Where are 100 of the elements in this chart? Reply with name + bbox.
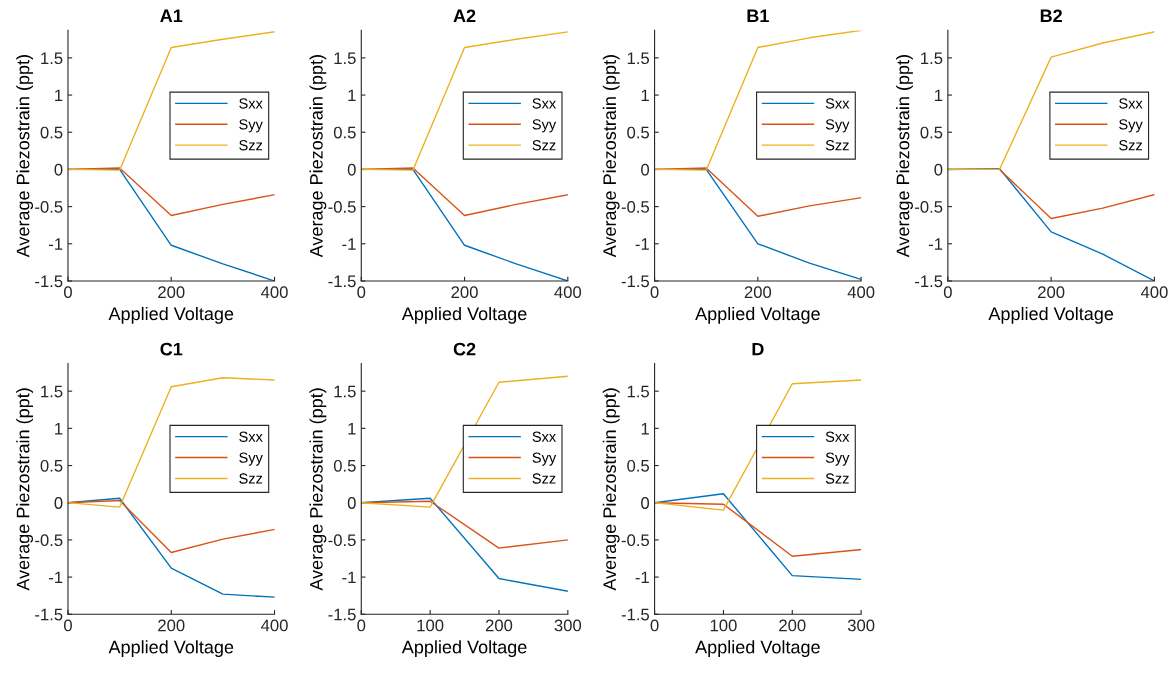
legend-label: Syy bbox=[825, 119, 850, 133]
legend-label: Sxx bbox=[239, 98, 263, 109]
y-axis-title: Average Piezostrain (ppt) bbox=[309, 55, 327, 258]
legend-label: Syy bbox=[239, 452, 263, 466]
x-tick-label: 0 bbox=[650, 286, 659, 299]
chart-title: B2 bbox=[1040, 9, 1062, 23]
legend-label: Szz bbox=[1119, 140, 1143, 151]
y-tick-label: -1 bbox=[49, 238, 63, 250]
x-axis-title: Applied Voltage bbox=[695, 640, 820, 658]
x-tick-label: 200 bbox=[158, 286, 185, 299]
y-tick-label: -0.5 bbox=[915, 201, 943, 213]
y-tick-label: 0 bbox=[54, 163, 63, 176]
y-axis-title: Average Piezostrain (ppt) bbox=[16, 55, 34, 258]
y-tick-label: 1.5 bbox=[921, 52, 943, 65]
y-tick-label: 0.5 bbox=[920, 126, 943, 139]
y-tick-label: 0.5 bbox=[627, 126, 650, 139]
x-tick-label: 0 bbox=[650, 619, 659, 632]
x-tick-label: 0 bbox=[357, 286, 366, 299]
legend-label: Szz bbox=[825, 140, 849, 151]
y-tick-label: 0.5 bbox=[333, 126, 356, 139]
legend-label: Szz bbox=[532, 473, 556, 484]
legend-label: Szz bbox=[239, 140, 263, 151]
y-tick-label: 0.5 bbox=[40, 459, 63, 472]
y-tick-label: -1 bbox=[342, 571, 356, 584]
y-tick-label: 0 bbox=[934, 163, 943, 176]
y-tick-label: 1.5 bbox=[41, 385, 63, 398]
x-tick-label: 200 bbox=[451, 286, 478, 299]
line-series bbox=[67, 31, 275, 171]
x-axis-title: Applied Voltage bbox=[401, 306, 527, 324]
y-tick-label: -1.5 bbox=[328, 275, 356, 288]
y-axis-title: Average Piezostrain (ppt) bbox=[16, 388, 34, 591]
y-tick-label: 1 bbox=[641, 89, 649, 102]
x-tick-label: 300 bbox=[847, 619, 875, 632]
legend-label: Syy bbox=[1119, 119, 1143, 133]
y-tick-label: 1 bbox=[55, 89, 63, 102]
line-series bbox=[67, 377, 275, 508]
chart-title: C2 bbox=[453, 342, 476, 356]
y-tick-label: 0.5 bbox=[333, 459, 356, 472]
x-tick-label: 100 bbox=[710, 619, 737, 632]
legend-label: Szz bbox=[239, 473, 263, 484]
legend-label: Szz bbox=[532, 140, 556, 151]
y-tick-label: -1.5 bbox=[328, 608, 356, 621]
legend-label: Sxx bbox=[239, 431, 263, 442]
x-tick-label: 200 bbox=[1038, 286, 1065, 299]
chart-title: B1 bbox=[747, 9, 769, 23]
y-tick-label: 0.5 bbox=[40, 126, 63, 139]
y-tick-label: 0.5 bbox=[627, 459, 650, 472]
y-tick-label: -0.5 bbox=[328, 534, 356, 547]
y-tick-label: 1 bbox=[55, 422, 63, 435]
y-tick-label: 1.5 bbox=[334, 385, 356, 398]
y-tick-label: 0 bbox=[641, 497, 650, 509]
x-axis-title: Applied Voltage bbox=[108, 306, 234, 324]
x-tick-label: 400 bbox=[847, 286, 875, 299]
y-tick-label: -0.5 bbox=[35, 534, 63, 547]
x-tick-label: 0 bbox=[943, 286, 952, 299]
y-tick-label: -1 bbox=[49, 571, 63, 584]
legend-label: Syy bbox=[239, 119, 263, 133]
x-tick-label: 400 bbox=[554, 286, 582, 299]
x-tick-label: 200 bbox=[158, 619, 185, 632]
line-series bbox=[654, 379, 862, 511]
y-axis-title: Average Piezostrain (ppt) bbox=[602, 388, 620, 591]
y-tick-label: -1 bbox=[342, 238, 356, 250]
y-tick-label: -1 bbox=[928, 238, 943, 250]
y-tick-label: 1.5 bbox=[627, 52, 650, 65]
y-axis-title: Average Piezostrain (ppt) bbox=[896, 55, 913, 258]
legend-label: Sxx bbox=[1119, 98, 1143, 109]
line-series bbox=[947, 31, 1155, 171]
x-tick-label: 200 bbox=[485, 619, 513, 632]
legend-label: Syy bbox=[532, 119, 557, 133]
y-tick-label: 1 bbox=[935, 89, 943, 102]
y-tick-label: 0 bbox=[54, 497, 63, 509]
y-tick-label: 1 bbox=[641, 422, 649, 435]
x-tick-label: 0 bbox=[63, 619, 72, 632]
legend-label: Sxx bbox=[825, 431, 850, 442]
x-axis-title: Applied Voltage bbox=[401, 640, 527, 658]
y-tick-label: 0 bbox=[641, 163, 650, 176]
y-tick-label: -1.5 bbox=[621, 608, 650, 621]
y-tick-label: -0.5 bbox=[621, 201, 650, 213]
y-tick-label: 1.5 bbox=[627, 385, 650, 398]
y-tick-label: -1.5 bbox=[621, 275, 650, 288]
legend-label: Syy bbox=[825, 452, 850, 466]
legend-label: Sxx bbox=[532, 431, 556, 442]
legend-label: Sxx bbox=[825, 98, 850, 109]
x-axis-title: Applied Voltage bbox=[108, 640, 234, 658]
y-tick-label: -1.5 bbox=[35, 275, 63, 288]
y-axis-title: Average Piezostrain (ppt) bbox=[602, 55, 620, 258]
x-tick-label: 0 bbox=[63, 286, 72, 299]
chart-title: A2 bbox=[453, 9, 476, 23]
y-tick-label: 1 bbox=[348, 89, 356, 102]
chart-title: C1 bbox=[160, 342, 183, 356]
x-tick-label: 300 bbox=[554, 619, 582, 632]
y-tick-label: 1.5 bbox=[41, 52, 63, 65]
line-series bbox=[361, 375, 568, 508]
y-tick-label: -1 bbox=[635, 571, 649, 584]
y-tick-label: -1 bbox=[635, 238, 649, 250]
y-tick-label: 1.5 bbox=[334, 52, 356, 65]
x-tick-label: 200 bbox=[744, 286, 772, 299]
y-tick-label: -1.5 bbox=[35, 608, 63, 621]
y-tick-label: -1.5 bbox=[915, 275, 943, 288]
x-axis-title: Applied Voltage bbox=[695, 306, 820, 324]
